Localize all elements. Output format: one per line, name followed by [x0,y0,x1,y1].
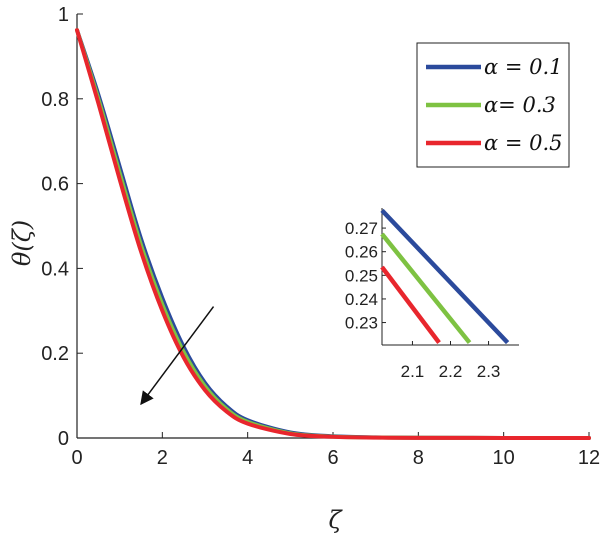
inset-x-tick-label: 2.3 [477,362,501,381]
inset-y-tick-label: 0.27 [345,219,378,238]
x-tick-label: 4 [242,447,253,469]
legend-label-1: α = 0.1 [484,55,563,79]
x-tick-label: 2 [157,447,168,469]
x-tick-label: 6 [327,447,338,469]
y-tick-label: 0.8 [41,89,69,111]
trend-arrow [140,306,215,406]
legend-label-2: α= 0.3 [484,93,556,117]
y-axis-label: θ(ζ) [8,220,36,266]
x-tick-label: 0 [71,447,82,469]
inset-series-line-1 [380,208,510,345]
series-line-3 [75,28,591,440]
y-tick-label: 0.4 [41,258,69,280]
y-tick-label: 0.6 [41,174,69,196]
x-tick-label: 12 [578,447,600,469]
y-tick-label: 1 [58,4,69,26]
inset-y-tick-label: 0.25 [345,266,378,285]
x-axis-label: ζ [328,506,343,534]
inset-y-tick-label: 0.23 [345,314,378,333]
inset-x-tick-label: 2.2 [439,362,463,381]
x-tick-label: 10 [493,447,515,469]
inset-x-tick-label: 2.1 [401,362,425,381]
y-tick-label: 0 [58,428,69,450]
legend-label-3: α = 0.5 [484,131,563,155]
inset-y-tick-label: 0.24 [345,290,378,309]
inset-series-line-2 [380,232,472,345]
y-tick-label: 0.2 [41,343,69,365]
x-tick-label: 8 [413,447,424,469]
inset-y-tick-label: 0.26 [345,243,378,262]
inset-series-line-3 [380,265,441,344]
